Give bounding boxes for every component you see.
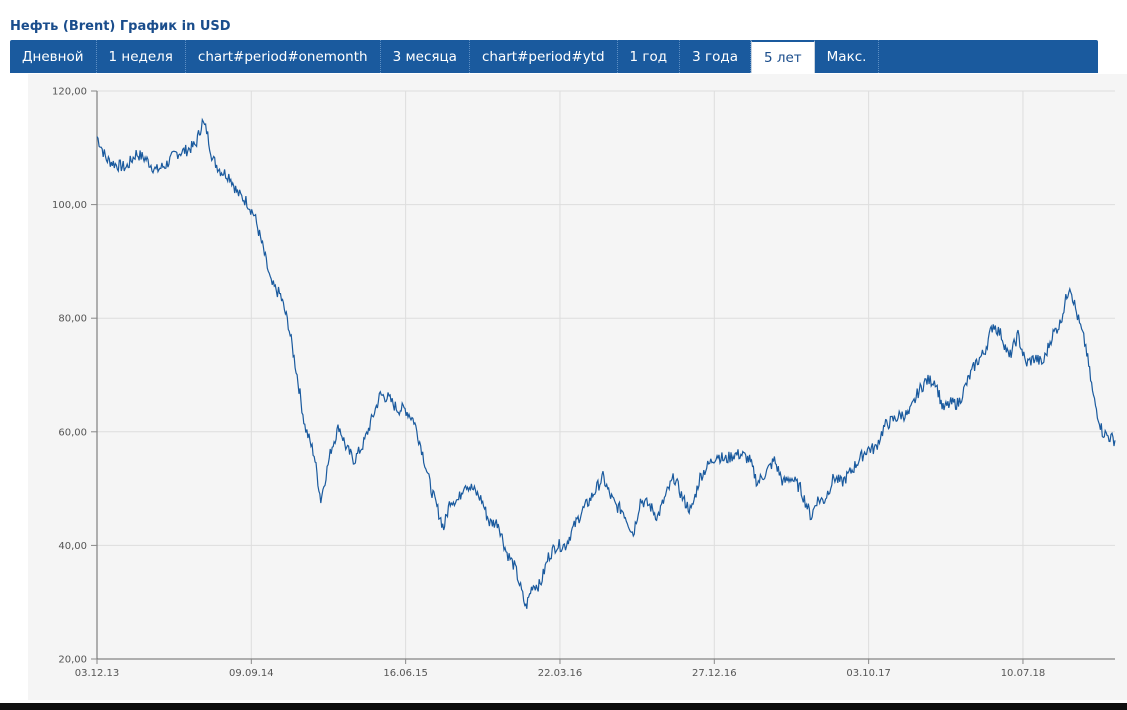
tab-1-year[interactable]: 1 год bbox=[618, 40, 681, 73]
x-tick-label: 16.06.15 bbox=[383, 668, 428, 679]
x-tick-label: 27.12.16 bbox=[692, 668, 737, 679]
x-tick-label: 09.09.14 bbox=[229, 668, 274, 679]
tab-3-months[interactable]: 3 месяца bbox=[381, 40, 470, 73]
tab-1-week[interactable]: 1 неделя bbox=[97, 40, 186, 73]
y-tick-label: 40,00 bbox=[58, 541, 87, 552]
y-tick-label: 120,00 bbox=[52, 87, 87, 98]
chart-grid bbox=[97, 90, 1115, 659]
x-axis-ticks: 03.12.13 09.09.14 16.06.15 22.03.16 27.12.16… bbox=[75, 659, 1045, 679]
x-tick-label: 22.03.16 bbox=[538, 668, 583, 679]
y-tick-label: 20,00 bbox=[58, 655, 87, 666]
price-chart: 120,00 100,00 80,00 60,00 40,00 20,00 03.12.1… bbox=[52, 87, 1116, 679]
y-tick-label: 80,00 bbox=[58, 314, 87, 325]
chart-axes bbox=[96, 91, 1115, 660]
tab-3-years[interactable]: 3 года bbox=[680, 40, 751, 73]
y-tick-label: 60,00 bbox=[58, 427, 87, 438]
y-axis-ticks: 120,00 100,00 80,00 60,00 40,00 20,00 bbox=[52, 87, 97, 666]
brent-price-line bbox=[96, 117, 1116, 609]
tab-1-month[interactable]: chart#period#onemonth bbox=[186, 40, 381, 73]
tab-5-years[interactable]: 5 лет bbox=[750, 40, 815, 73]
tab-ytd[interactable]: chart#period#ytd bbox=[470, 40, 618, 73]
x-tick-label: 03.10.17 bbox=[846, 668, 891, 679]
period-tab-bar: Дневной 1 неделя chart#period#onemonth 3 ме… bbox=[10, 40, 1098, 73]
x-tick-label: 03.12.13 bbox=[75, 668, 120, 679]
chart-area: 120,00 100,00 80,00 60,00 40,00 20,00 03.12.1… bbox=[28, 74, 1127, 700]
bottom-border bbox=[0, 703, 1127, 710]
tab-max[interactable]: Макс. bbox=[815, 40, 880, 73]
x-tick-label: 10.07.18 bbox=[1001, 668, 1046, 679]
tab-daily[interactable]: Дневной bbox=[10, 40, 97, 73]
y-tick-label: 100,00 bbox=[52, 200, 87, 211]
page-title: Нефть (Brent) График in USD bbox=[10, 19, 231, 34]
